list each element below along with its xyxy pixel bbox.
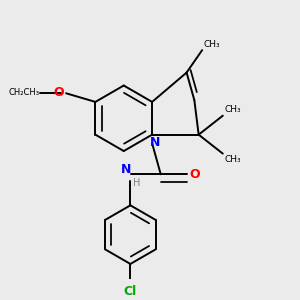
- Text: N: N: [150, 136, 160, 149]
- Text: CH₃: CH₃: [203, 40, 220, 49]
- Text: O: O: [189, 168, 200, 181]
- Text: CH₃: CH₃: [224, 105, 241, 114]
- Text: N: N: [121, 163, 131, 176]
- Text: O: O: [54, 86, 64, 99]
- Text: H: H: [133, 178, 140, 188]
- Text: CH₃: CH₃: [224, 155, 241, 164]
- Text: Cl: Cl: [124, 285, 137, 298]
- Text: CH₂CH₃: CH₂CH₃: [8, 88, 39, 97]
